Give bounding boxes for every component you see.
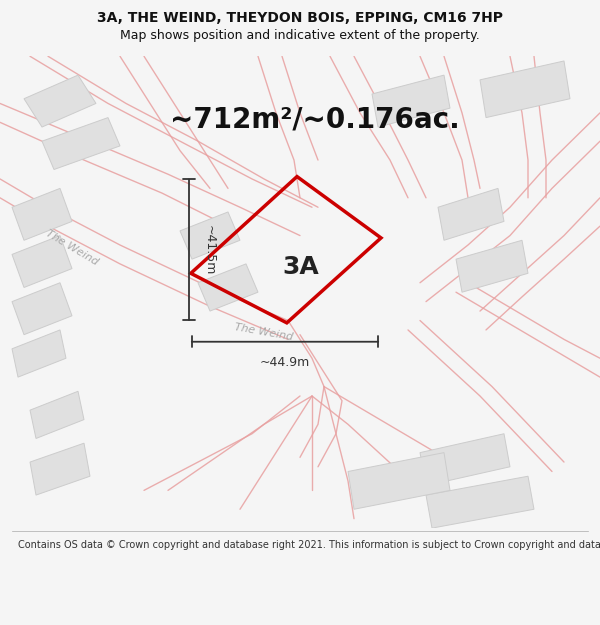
Polygon shape — [12, 330, 66, 377]
Polygon shape — [480, 61, 570, 118]
Polygon shape — [30, 391, 84, 439]
Polygon shape — [12, 282, 72, 334]
Polygon shape — [198, 264, 258, 311]
Text: ~712m²/~0.176ac.: ~712m²/~0.176ac. — [170, 106, 460, 134]
Polygon shape — [372, 75, 450, 127]
Text: ~44.9m: ~44.9m — [260, 356, 310, 369]
Polygon shape — [12, 188, 72, 240]
Polygon shape — [180, 212, 240, 259]
Polygon shape — [420, 434, 510, 486]
Polygon shape — [426, 476, 534, 528]
Polygon shape — [30, 443, 90, 495]
Polygon shape — [348, 452, 450, 509]
Text: 3A: 3A — [283, 255, 319, 279]
Text: The Weind: The Weind — [234, 322, 294, 342]
Text: 3A, THE WEIND, THEYDON BOIS, EPPING, CM16 7HP: 3A, THE WEIND, THEYDON BOIS, EPPING, CM1… — [97, 11, 503, 25]
Polygon shape — [42, 118, 120, 169]
Text: Map shows position and indicative extent of the property.: Map shows position and indicative extent… — [120, 29, 480, 42]
Polygon shape — [456, 240, 528, 292]
Text: ~41.5m: ~41.5m — [202, 224, 215, 275]
Polygon shape — [12, 236, 72, 288]
Text: The Weind: The Weind — [44, 228, 100, 267]
Polygon shape — [24, 75, 96, 127]
Polygon shape — [438, 188, 504, 240]
Text: Contains OS data © Crown copyright and database right 2021. This information is : Contains OS data © Crown copyright and d… — [18, 540, 600, 550]
